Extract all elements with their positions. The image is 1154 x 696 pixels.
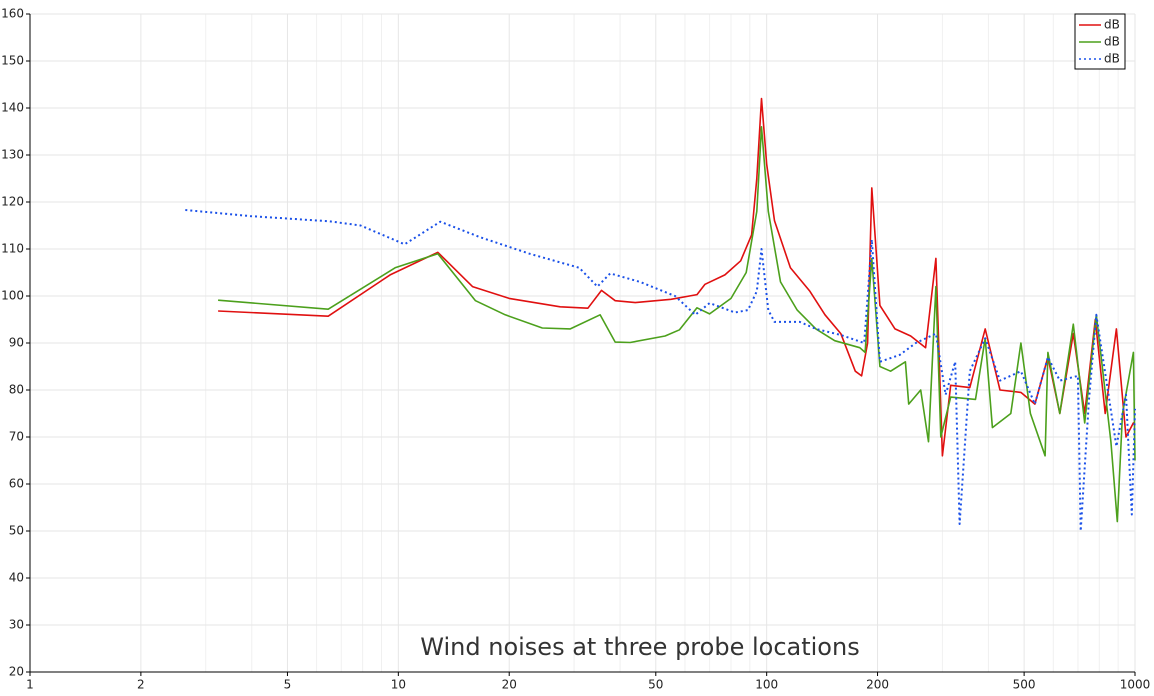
y-tick-label: 60 <box>9 477 24 491</box>
y-tick-label: 120 <box>1 195 24 209</box>
y-tick-label: 150 <box>1 54 24 68</box>
legend: dB dB dB <box>1074 13 1126 70</box>
series-line <box>218 126 1136 523</box>
y-tick-label: 110 <box>1 242 24 256</box>
y-tick-label: 160 <box>1 7 24 21</box>
ticks: 1 2 5 10 20 50 100 200 500 1000 20 30 40 50 60 70 80 90 10… <box>1 7 1150 692</box>
x-tick-label: 2 <box>137 678 145 692</box>
legend-label: dB <box>1104 35 1120 49</box>
y-tick-label: 100 <box>1 289 24 303</box>
x-tick-label: 1 <box>26 678 34 692</box>
y-tick-label: 20 <box>9 665 24 679</box>
series-line <box>218 97 1136 457</box>
y-tick-label: 130 <box>1 148 24 162</box>
grid <box>29 13 1136 673</box>
plot-lines <box>185 97 1136 532</box>
y-tick-label: 80 <box>9 383 24 397</box>
y-tick-label: 40 <box>9 571 24 585</box>
x-tick-label: 5 <box>284 678 292 692</box>
x-tick-label: 20 <box>502 678 517 692</box>
y-tick-label: 90 <box>9 336 24 350</box>
x-tick-label: 100 <box>755 678 778 692</box>
series-line <box>185 209 1136 532</box>
x-tick-label: 10 <box>391 678 406 692</box>
x-tick-label: 200 <box>866 678 889 692</box>
y-tick-label: 140 <box>1 101 24 115</box>
legend-label: dB <box>1104 52 1120 66</box>
x-tick-label: 1000 <box>1120 678 1151 692</box>
chart-title: Wind noises at three probe locations <box>420 633 859 661</box>
x-tick-label: 500 <box>1013 678 1036 692</box>
x-tick-label: 50 <box>648 678 663 692</box>
y-tick-label: 30 <box>9 618 24 632</box>
y-tick-label: 70 <box>9 430 24 444</box>
y-tick-label: 50 <box>9 524 24 538</box>
legend-label: dB <box>1104 18 1120 32</box>
